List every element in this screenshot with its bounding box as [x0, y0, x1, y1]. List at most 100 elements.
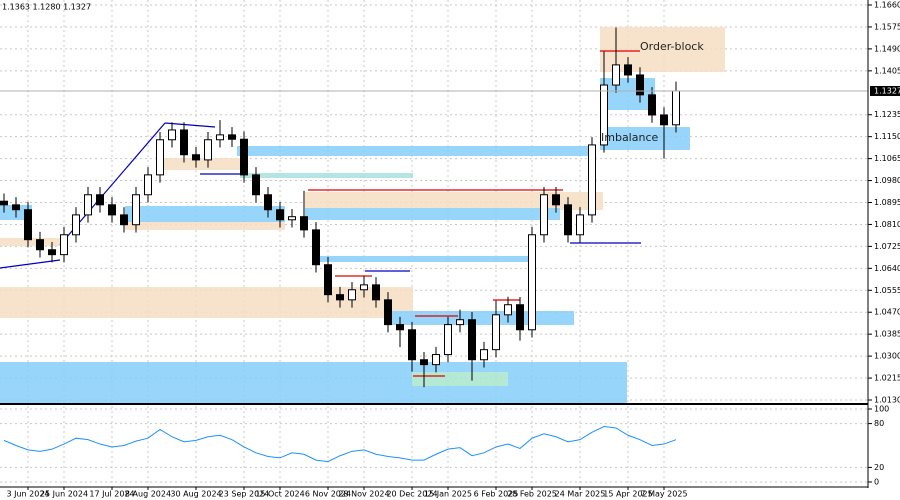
candle-body [120, 214, 128, 226]
candle-body [456, 319, 464, 326]
x-tick-label: 24 Mar 2025 [555, 490, 606, 499]
candle-body [588, 144, 596, 216]
trend-line [164, 122, 216, 128]
y-tick-label: 1.0725 [874, 242, 900, 251]
candle-body [180, 129, 188, 156]
zone [305, 208, 560, 220]
candle-body [420, 359, 428, 366]
x-tick-label: 15 Apr 2025 [603, 490, 652, 499]
indicator-tick-label: 100 [874, 405, 889, 414]
candle-body [516, 304, 524, 331]
candle-body [144, 174, 152, 196]
candle-body [84, 194, 92, 216]
candle-body [204, 139, 212, 161]
candle-body [660, 114, 668, 126]
y-tick-label: 1.0215 [874, 374, 900, 383]
x-tick-label: 30 Aug 2024 [170, 490, 221, 499]
candle-body [24, 209, 32, 241]
zone [0, 362, 627, 403]
order-block-zone [600, 27, 725, 72]
candle-body [480, 349, 488, 361]
y-tick-label: 1.1405 [874, 66, 900, 75]
candle-body [348, 289, 356, 301]
x-tick-label: 3 Jun 2024 [6, 490, 49, 499]
x-tick-label: 6 Nov 2024 [305, 490, 351, 499]
current-price-label: 1.1327 [874, 86, 900, 95]
x-tick-label: 17 Jul 2024 [89, 490, 134, 499]
zone [125, 222, 285, 230]
zone [412, 372, 508, 386]
y-tick-label: 1.1235 [874, 110, 900, 119]
candle-body [264, 194, 272, 211]
candle-body [60, 234, 68, 256]
annotation: Imbalance [601, 131, 658, 144]
candle-body [300, 216, 308, 231]
zone [0, 287, 413, 318]
candle-body [624, 64, 632, 76]
candle-body [600, 84, 608, 146]
x-tick-label: 7 May 2025 [640, 490, 687, 499]
candles [0, 27, 680, 388]
candle-body [36, 239, 44, 251]
candle-body [96, 194, 104, 206]
candle-body [432, 354, 440, 366]
y-tick-label: 1.1660 [874, 1, 900, 10]
y-tick-label: 1.1575 [874, 22, 900, 31]
x-tick-label: 15 Oct 2024 [255, 490, 304, 499]
y-tick-label: 1.1150 [874, 132, 900, 141]
y-tick-label: 1.1065 [874, 154, 900, 163]
candle-body [384, 299, 392, 326]
indicator-tick-label: 20 [874, 463, 884, 472]
y-tick-label: 1.0130 [874, 396, 900, 405]
indicator: 0 20 80 100 [3, 405, 889, 487]
candle-body [396, 324, 404, 331]
indicator-line [3, 426, 677, 463]
indicator-tick-label: 0 [874, 478, 879, 487]
candle-body [528, 234, 536, 331]
indicator-tick-label: 80 [874, 419, 884, 428]
current-price-box [870, 85, 900, 96]
candle-body [372, 284, 380, 301]
x-tick-label: 28 Nov 2024 [338, 490, 389, 499]
candle-body [312, 229, 320, 266]
zone [240, 173, 413, 178]
candle-body [216, 134, 224, 141]
header: 1.1363 1.1280 1.1327 [2, 3, 91, 12]
candle-body [288, 216, 296, 221]
candle-body [252, 174, 260, 196]
zone [305, 192, 603, 210]
candle-body [336, 294, 344, 301]
candle-body [648, 94, 656, 116]
x-tick-label: 25 Jun 2024 [40, 490, 88, 499]
candle-body [468, 319, 476, 361]
y-tick-label: 1.0980 [874, 176, 900, 185]
y-tick-label: 1.0385 [874, 330, 900, 339]
annotation: Order-block [640, 40, 704, 53]
zone [318, 256, 528, 262]
y-tick-label: 1.0300 [874, 352, 900, 361]
imbalance-zone [600, 127, 690, 150]
candle-body [228, 134, 236, 140]
zone [0, 238, 60, 246]
y-tick-label: 1.0895 [874, 198, 900, 207]
candle-body [108, 204, 116, 216]
candle-body [444, 324, 452, 356]
candle-body [132, 194, 140, 226]
x-tick-label: 8 Aug 2024 [125, 490, 171, 499]
y-tick-label: 1.0555 [874, 286, 900, 295]
y-tick-label: 1.0810 [874, 220, 900, 229]
x-tick-label: 23 Sep 2024 [219, 490, 270, 499]
candle-body [240, 138, 248, 176]
zone [390, 311, 574, 325]
trend-line [0, 259, 61, 269]
candle-body [360, 284, 368, 291]
candle-body [276, 209, 284, 221]
zone [237, 146, 592, 156]
candle-body [576, 214, 584, 236]
candle-body [540, 194, 548, 236]
y-tick-label: 1.1490 [874, 44, 900, 53]
candle-body [504, 304, 512, 316]
candle-body [48, 249, 56, 256]
